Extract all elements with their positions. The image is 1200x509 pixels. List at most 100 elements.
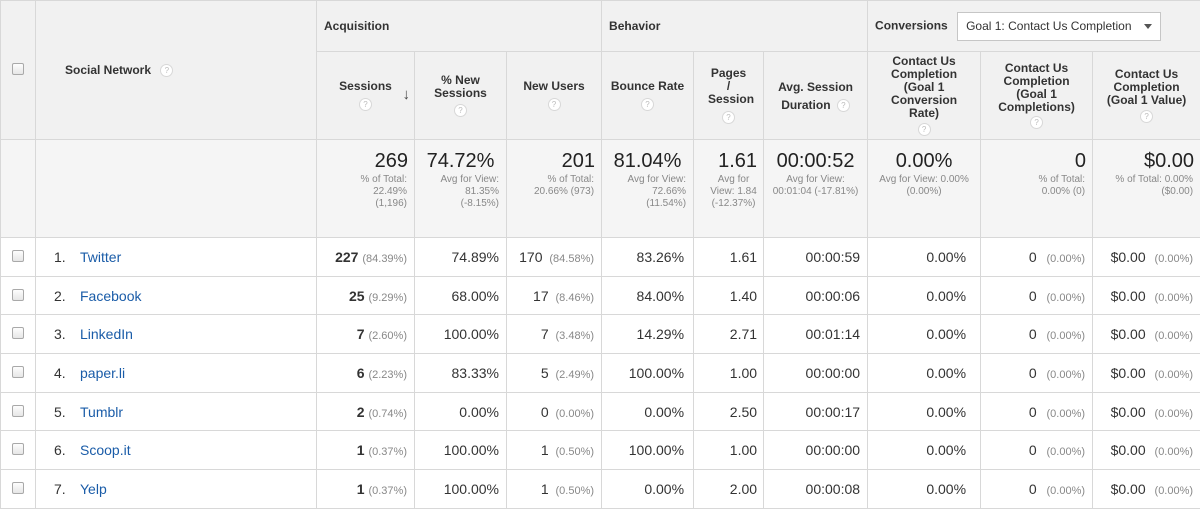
value-value: $0.00 <box>1111 365 1146 381</box>
row-check-cell[interactable] <box>1 238 36 277</box>
row-bounce: 83.26% <box>602 238 694 277</box>
help-icon[interactable]: ? <box>641 98 654 111</box>
sort-desc-icon[interactable]: ↓ <box>403 88 411 101</box>
total-pct-new-sub: Avg for View: 81.35% (-8.15%) <box>415 172 506 210</box>
total-sessions: 269 % of Total: 22.49% (1,196) <box>317 140 415 238</box>
row-checkbox[interactable] <box>12 443 24 455</box>
row-checkbox[interactable] <box>12 405 24 417</box>
network-link[interactable]: Scoop.it <box>80 442 131 458</box>
new-users-value: 17 <box>533 288 549 304</box>
completions-value: 0 <box>1029 404 1037 420</box>
value-pct: (0.00%) <box>1155 485 1194 497</box>
row-conv-rate: 0.00% <box>868 431 981 470</box>
row-check-cell[interactable] <box>1 276 36 315</box>
network-link[interactable]: Facebook <box>80 288 141 304</box>
help-icon[interactable]: ? <box>722 111 735 124</box>
col-bounce-rate[interactable]: Bounce Rate ? <box>602 52 694 140</box>
help-icon[interactable]: ? <box>454 104 467 117</box>
total-new-users-value: 201 <box>507 140 601 172</box>
row-checkbox[interactable] <box>12 250 24 262</box>
row-value: $0.00 (0.00%) <box>1093 354 1200 393</box>
acquisition-group: Acquisition <box>317 1 602 52</box>
col-pages-session[interactable]: Pages / Session ? <box>694 52 764 140</box>
row-pages: 2.50 <box>694 392 764 431</box>
total-pages-session: 1.61 Avg for View: 1.84 (-12.37%) <box>694 140 764 238</box>
row-sessions: 25 (9.29%) <box>317 276 415 315</box>
network-link[interactable]: LinkedIn <box>80 326 133 342</box>
value-value: $0.00 <box>1111 249 1146 265</box>
sessions-value: 227 <box>335 249 358 265</box>
value-value: $0.00 <box>1111 404 1146 420</box>
col-sessions[interactable]: Sessions ? ↓ <box>317 52 415 140</box>
col-new-users[interactable]: New Users ? <box>507 52 602 140</box>
completions-pct: (0.00%) <box>1047 292 1086 304</box>
row-index: 3. <box>54 326 80 342</box>
col-pct-new-sessions[interactable]: % New Sessions ? <box>415 52 507 140</box>
row-bounce: 100.00% <box>602 431 694 470</box>
col-bounce-rate-label: Bounce Rate <box>606 80 689 93</box>
value-value: $0.00 <box>1111 442 1146 458</box>
network-link[interactable]: paper.li <box>80 365 125 381</box>
row-check-cell[interactable] <box>1 354 36 393</box>
total-value-sub: % of Total: 0.00% ($0.00) <box>1093 172 1200 198</box>
network-link[interactable]: Twitter <box>80 249 121 265</box>
select-all-cell[interactable] <box>1 1 36 140</box>
total-new-users-sub: % of Total: 20.66% (973) <box>507 172 601 198</box>
help-icon[interactable]: ? <box>1030 116 1043 129</box>
row-conv-rate: 0.00% <box>868 354 981 393</box>
new-users-pct: (0.50%) <box>556 485 595 497</box>
social-network-header[interactable]: Social Network ? <box>36 1 317 140</box>
select-all-checkbox[interactable] <box>12 63 24 75</box>
row-check-cell[interactable] <box>1 470 36 509</box>
row-completions: 0 (0.00%) <box>981 392 1093 431</box>
row-sessions: 2 (0.74%) <box>317 392 415 431</box>
group-header-row: Social Network ? Acquisition Behavior Co… <box>1 1 1200 52</box>
row-checkbox[interactable] <box>12 366 24 378</box>
row-check-cell[interactable] <box>1 315 36 354</box>
row-pages: 1.00 <box>694 354 764 393</box>
help-icon[interactable]: ? <box>1140 110 1153 123</box>
col-value[interactable]: Contact Us Completion (Goal 1 Value) ? <box>1093 52 1200 140</box>
row-value: $0.00 (0.00%) <box>1093 276 1200 315</box>
new-users-pct: (0.50%) <box>556 446 595 458</box>
total-completions-value: 0 <box>981 140 1092 172</box>
row-conv-rate: 0.00% <box>868 238 981 277</box>
row-sessions: 6 (2.23%) <box>317 354 415 393</box>
row-conv-rate: 0.00% <box>868 470 981 509</box>
row-checkbox[interactable] <box>12 482 24 494</box>
network-link[interactable]: Yelp <box>80 481 107 497</box>
sessions-value: 1 <box>357 481 365 497</box>
row-index: 4. <box>54 365 80 381</box>
totals-label-cell <box>36 140 317 238</box>
col-pages-session-label: Pages / Session <box>698 67 759 106</box>
help-icon[interactable]: ? <box>918 123 931 136</box>
completions-value: 0 <box>1029 288 1037 304</box>
total-completions-sub: % of Total: 0.00% (0) <box>981 172 1092 198</box>
row-check-cell[interactable] <box>1 431 36 470</box>
sessions-pct: (2.60%) <box>368 330 407 342</box>
help-icon[interactable]: ? <box>548 98 561 111</box>
network-link[interactable]: Tumblr <box>80 404 123 420</box>
row-duration: 00:00:06 <box>764 276 868 315</box>
row-duration: 00:00:59 <box>764 238 868 277</box>
help-icon[interactable]: ? <box>359 98 372 111</box>
help-icon[interactable]: ? <box>160 64 173 77</box>
row-checkbox[interactable] <box>12 289 24 301</box>
value-pct: (0.00%) <box>1155 369 1194 381</box>
total-conv-rate-sub: Avg for View: 0.00% (0.00%) <box>868 172 980 198</box>
row-checkbox[interactable] <box>12 327 24 339</box>
col-conv-rate[interactable]: Contact Us Completion (Goal 1 Conversion… <box>868 52 981 140</box>
col-avg-session-duration[interactable]: Avg. Session Duration ? <box>764 52 868 140</box>
help-icon[interactable]: ? <box>837 99 850 112</box>
row-check-cell[interactable] <box>1 392 36 431</box>
col-completions[interactable]: Contact Us Completion (Goal 1 Completion… <box>981 52 1093 140</box>
completions-pct: (0.00%) <box>1047 446 1086 458</box>
row-new-users: 5 (2.49%) <box>507 354 602 393</box>
goal-dropdown[interactable]: Goal 1: Contact Us Completion <box>957 12 1160 41</box>
row-pages: 1.40 <box>694 276 764 315</box>
col-avg-session-duration-label: Avg. Session Duration ? <box>768 78 863 114</box>
completions-pct: (0.00%) <box>1047 253 1086 265</box>
